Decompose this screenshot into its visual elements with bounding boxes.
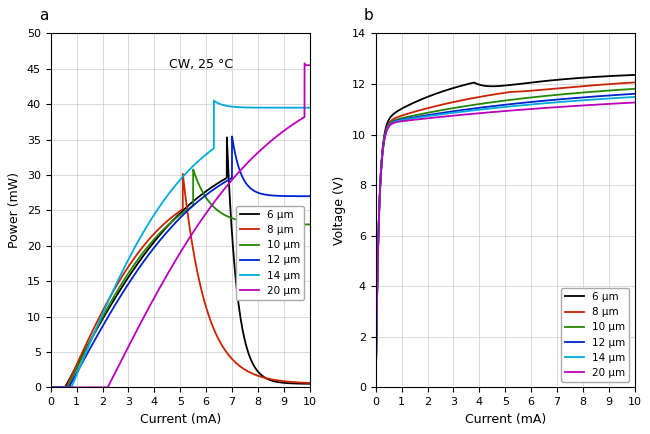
Y-axis label: Power (mW): Power (mW) (8, 172, 21, 248)
Text: b: b (363, 8, 373, 23)
Text: a: a (39, 8, 48, 23)
X-axis label: Current (mA): Current (mA) (465, 413, 546, 426)
Legend: 6 μm, 8 μm, 10 μm, 12 μm, 14 μm, 20 μm: 6 μm, 8 μm, 10 μm, 12 μm, 14 μm, 20 μm (236, 206, 304, 300)
Text: CW, 25 °C: CW, 25 °C (169, 58, 233, 71)
Y-axis label: Voltage (V): Voltage (V) (333, 176, 346, 245)
Legend: 6 μm, 8 μm, 10 μm, 12 μm, 14 μm, 20 μm: 6 μm, 8 μm, 10 μm, 12 μm, 14 μm, 20 μm (561, 288, 629, 382)
X-axis label: Current (mA): Current (mA) (140, 413, 221, 426)
